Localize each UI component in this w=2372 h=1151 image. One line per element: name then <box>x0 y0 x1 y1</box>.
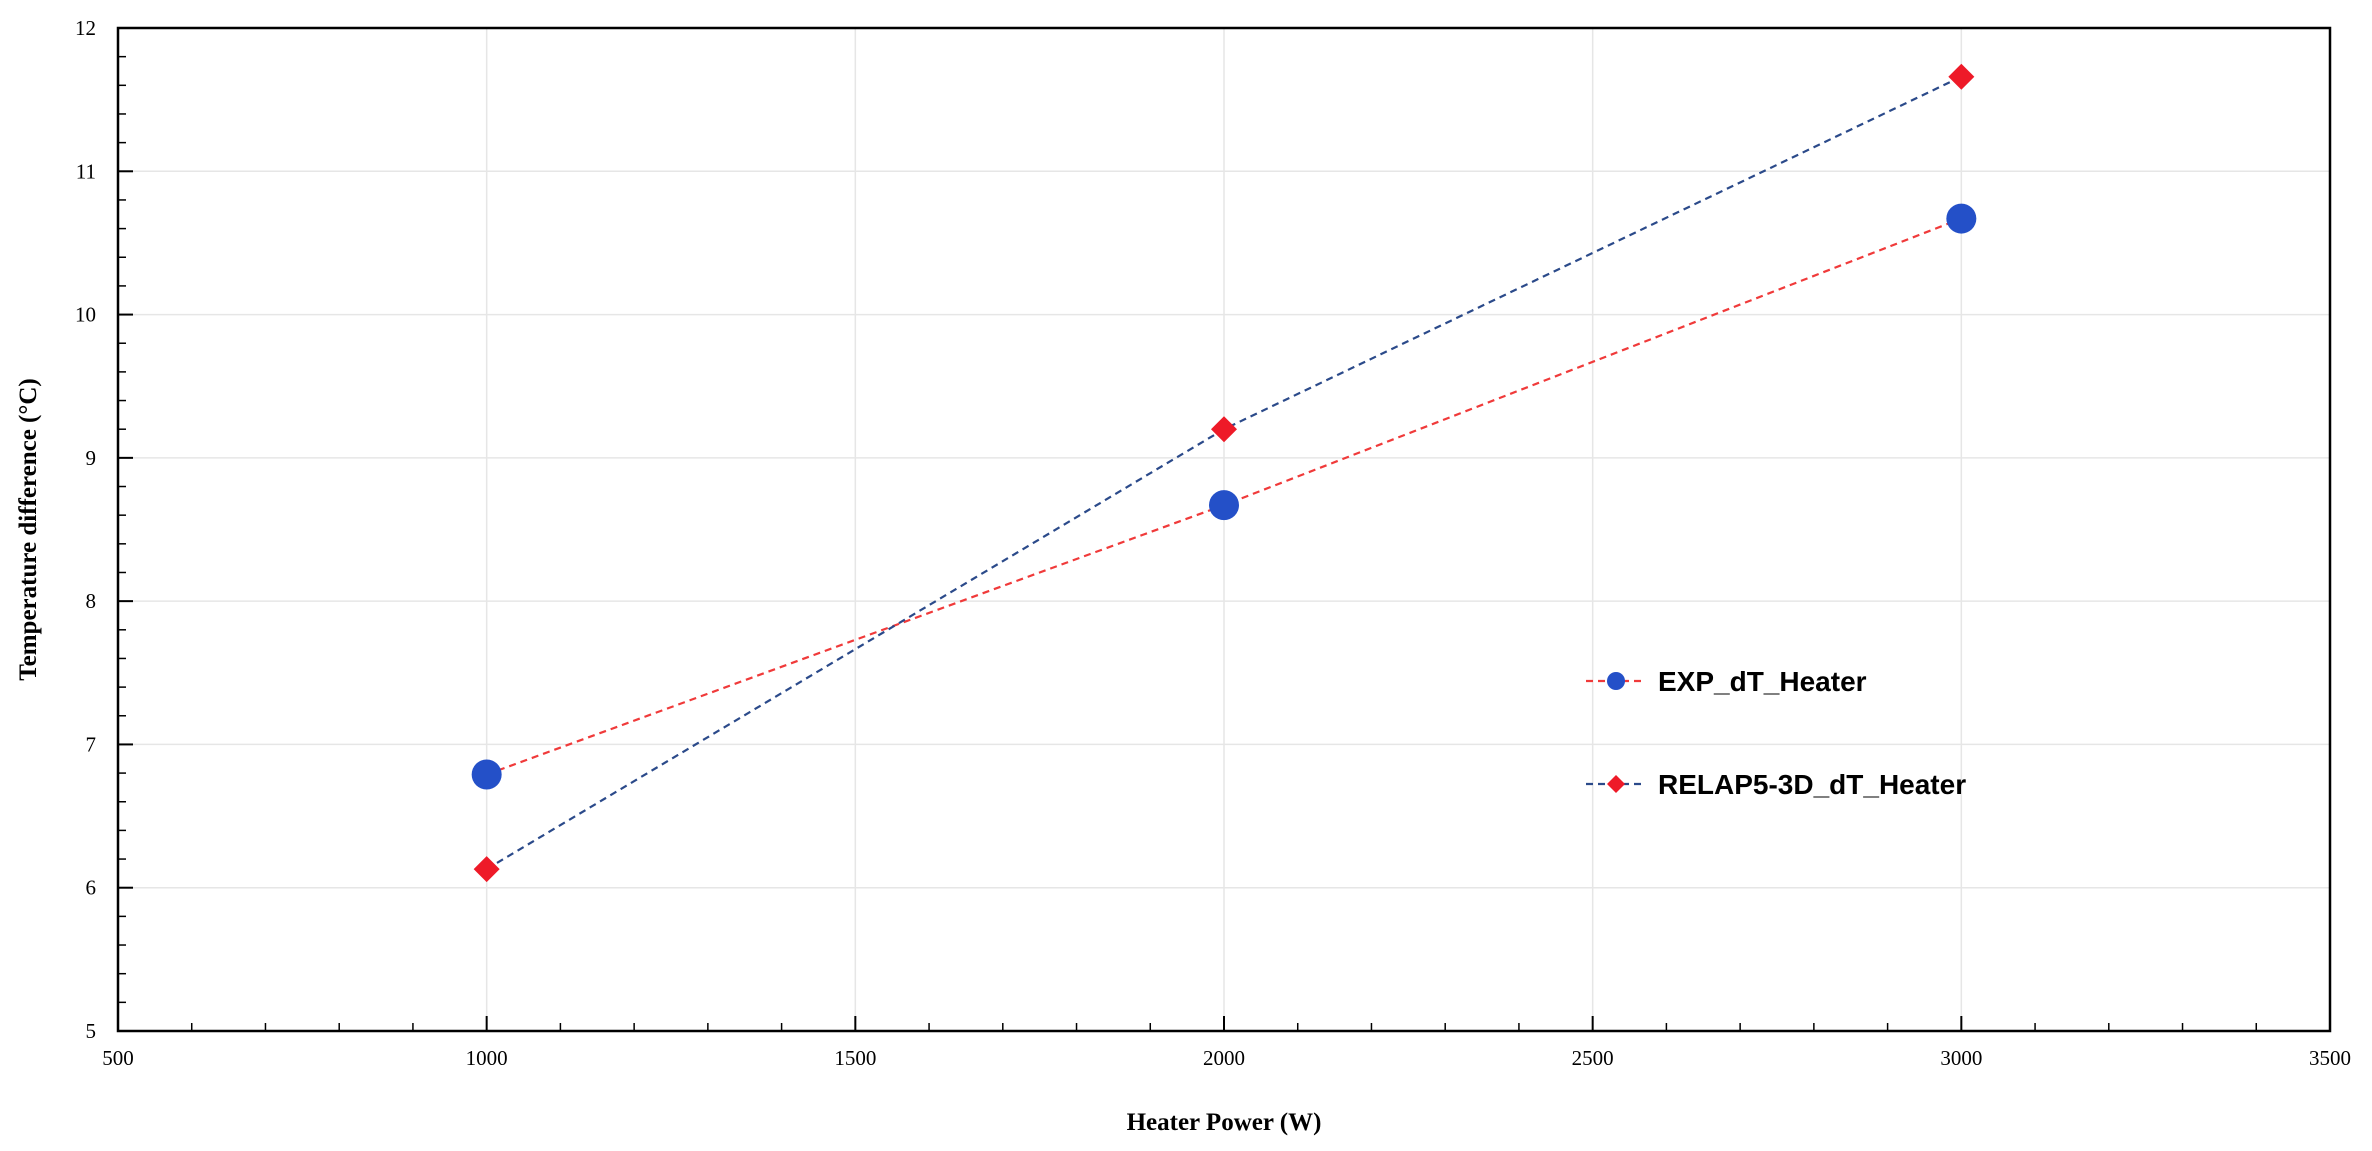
series-2-point-2 <box>1211 416 1237 443</box>
y-axis-ticks: 5 6 7 8 9 10 11 12 <box>75 16 133 1043</box>
x-tick-label-2000: 2000 <box>1203 1046 1245 1070</box>
series-2-point-3 <box>1948 63 1975 90</box>
grid-lines <box>117 27 2331 1032</box>
x-axis-title: Heater Power (W) <box>1127 1109 1322 1136</box>
y-tick-label-7: 7 <box>86 732 97 756</box>
y-tick-label-11: 11 <box>76 159 96 183</box>
y-tick-label-8: 8 <box>86 589 97 613</box>
x-tick-label-1500: 1500 <box>834 1046 876 1070</box>
series-1-point-2 <box>1209 490 1239 521</box>
y-tick-label-12: 12 <box>75 16 96 40</box>
x-axis-ticks: 500 1000 1500 2000 2500 3000 3500 <box>102 1016 2351 1070</box>
x-tick-label-3000: 3000 <box>1940 1046 1982 1070</box>
x-tick-label-2500: 2500 <box>1572 1046 1614 1070</box>
y-tick-label-6: 6 <box>86 876 97 900</box>
y-axis-title: Temperature difference (°C) <box>15 378 42 681</box>
series-2-point-1 <box>473 856 500 883</box>
series-1-point-3 <box>1946 203 1977 234</box>
legend: EXP_dT_Heater RELAP5-3D_dT_Heater <box>1586 666 1966 800</box>
x-tick-label-1000: 1000 <box>466 1046 508 1070</box>
legend-marker-1 <box>1607 672 1625 690</box>
data-markers <box>471 63 1977 883</box>
x-tick-label-3500: 3500 <box>2309 1046 2351 1070</box>
y-tick-label-10: 10 <box>75 303 96 327</box>
y-tick-label-9: 9 <box>86 446 97 470</box>
legend-item-2: RELAP5-3D_dT_Heater <box>1586 769 1966 800</box>
legend-marker-2 <box>1607 775 1625 793</box>
legend-item-1: EXP_dT_Heater <box>1586 666 1867 697</box>
minor-ticks <box>118 55 2258 1031</box>
y-tick-label-5: 5 <box>86 1019 97 1043</box>
legend-label-2: RELAP5-3D_dT_Heater <box>1658 769 1966 800</box>
legend-label-1: EXP_dT_Heater <box>1658 666 1867 697</box>
x-tick-label-500: 500 <box>102 1046 134 1070</box>
series-1-point-1 <box>471 759 502 790</box>
